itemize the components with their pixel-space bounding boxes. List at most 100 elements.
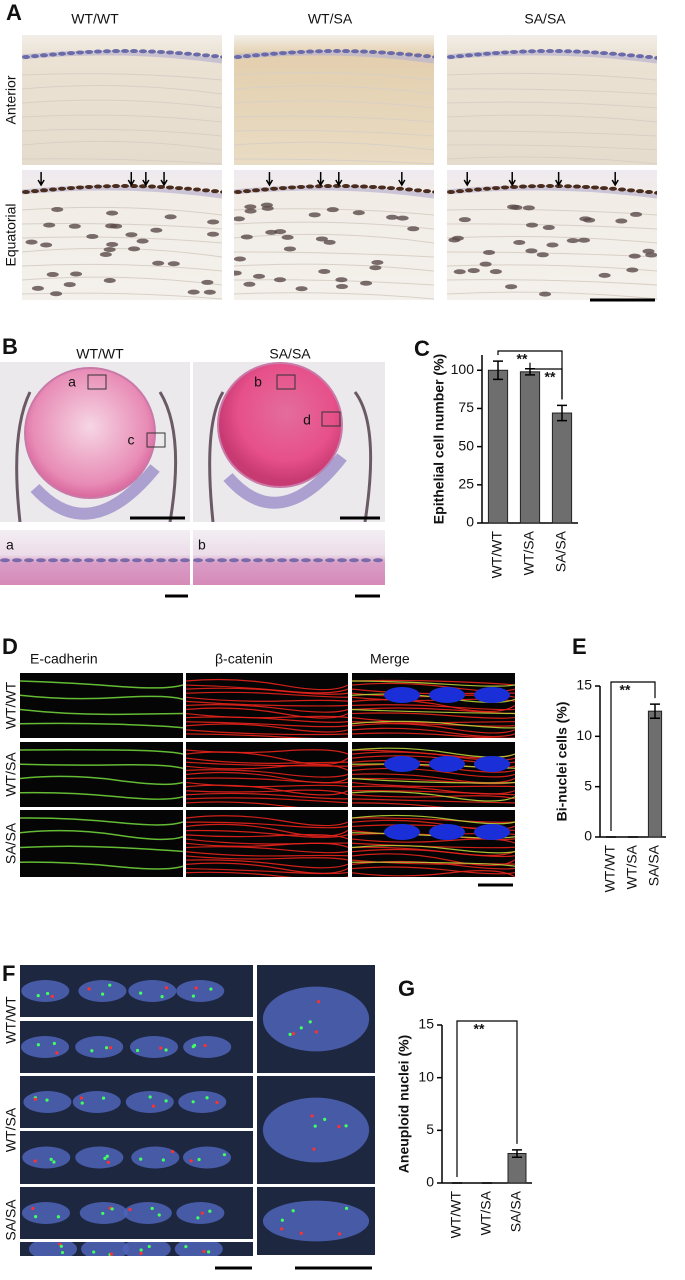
nucleus [618,52,626,57]
y-tick-label: 75 [458,399,474,415]
probe [150,1206,154,1211]
probe [50,994,54,998]
nucleus [519,184,527,189]
nucleus [371,260,384,266]
nucleus [577,237,590,243]
probe [33,1097,38,1101]
nucleus [202,188,210,193]
nucleus [262,1200,370,1242]
nucleus [157,49,165,54]
x-tick-label: WT/WT [602,845,618,893]
y-axis-label: Aneuploid nuclei (%) [396,1035,412,1173]
nucleus [501,185,509,190]
probe [106,1160,110,1164]
nucleus [183,1036,232,1058]
nucleus [241,558,251,563]
label: B [2,334,18,359]
nucleus [324,49,332,54]
nucleus [335,284,348,290]
membrane [352,679,515,686]
nucleus [448,237,461,243]
nucleus [211,189,219,194]
probe [101,1211,105,1216]
micrograph [352,810,515,877]
fiber [22,236,222,244]
nucleus [373,558,383,563]
nucleus [40,188,48,193]
membrane [186,687,348,695]
nucleus [405,52,413,57]
probe [164,1048,168,1052]
probe [299,1231,303,1235]
fiber [22,73,222,81]
probe [128,1207,132,1212]
nucleus [234,55,242,59]
membrane [186,846,348,854]
label: A [6,0,22,25]
row-label: SA/SA [3,1199,19,1241]
nucleus [306,184,314,189]
nucleus [164,214,177,220]
nucleus [351,49,359,54]
membrane [20,680,183,689]
membrane [352,798,515,804]
membrane [20,722,183,729]
micrograph [193,530,385,585]
nucleus [244,204,257,210]
nucleus [122,1242,171,1256]
membrane [186,871,348,877]
membrane [352,712,515,719]
fiber [234,279,434,286]
y-axis-label: Bi-nuclei cells (%) [554,702,570,822]
nucleus [414,188,422,193]
row-label: Equatorial [3,203,19,266]
nucleus [387,51,395,56]
membrane [352,870,515,877]
nucleus [447,55,455,59]
nucleus [526,222,539,228]
nucleus [150,227,163,233]
nucleus [202,53,210,58]
nucleus [167,261,180,267]
fiber [447,72,657,81]
fiber [22,99,222,109]
nucleus [229,558,239,563]
label: F [2,961,15,986]
nucleus [85,184,93,189]
nucleus [386,214,399,220]
nucleus [85,49,93,54]
fiber [234,100,434,109]
arrow [37,172,45,187]
nucleus [99,252,112,258]
nucleus [183,1146,232,1169]
fiber [234,72,434,81]
membrane [352,680,515,687]
nucleus [465,188,473,193]
probe [33,1159,37,1163]
nucleus [253,273,266,279]
probe [280,1227,284,1231]
nucleus [405,187,413,192]
nucleus [184,186,192,191]
nucleus [396,215,409,221]
nucleus [297,49,305,54]
nucleus [166,185,174,190]
probe [92,1250,96,1254]
membrane [352,814,515,825]
membrane [186,867,348,875]
micrograph [257,1187,375,1255]
probe [310,1114,314,1118]
x-tick-label: SA/SA [553,530,569,572]
probe [207,1250,211,1254]
micrograph [20,810,183,877]
nucleus [465,53,473,58]
nucleus [396,51,404,56]
nucleus [510,49,518,54]
fiber [234,221,434,230]
probe [139,1157,143,1161]
arrow [398,172,406,187]
eyelid [15,391,178,522]
error-bar [512,1149,522,1158]
nucleus [474,187,482,192]
row-label: WT/WT [3,681,19,729]
